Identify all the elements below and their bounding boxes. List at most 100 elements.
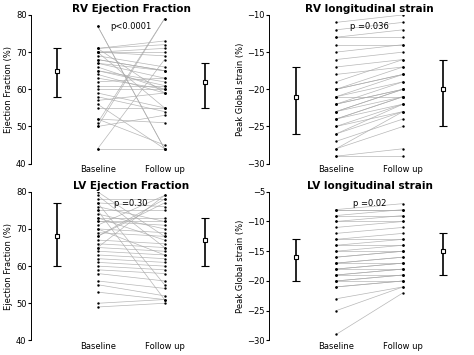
Point xyxy=(332,94,340,99)
Point xyxy=(161,200,168,206)
Point xyxy=(94,146,101,152)
Point xyxy=(399,213,407,218)
Point xyxy=(399,79,407,85)
Point xyxy=(332,57,340,62)
Point xyxy=(399,266,407,272)
Point xyxy=(161,252,168,258)
Point xyxy=(94,196,101,202)
Point xyxy=(399,87,407,92)
Point xyxy=(94,256,101,262)
Point xyxy=(399,79,407,85)
Point xyxy=(399,278,407,284)
Point xyxy=(332,49,340,55)
Point xyxy=(161,193,168,198)
Point xyxy=(399,42,407,48)
Point xyxy=(399,57,407,62)
Point xyxy=(399,87,407,92)
Point xyxy=(161,300,168,306)
Point xyxy=(332,332,340,337)
Point xyxy=(332,207,340,212)
Point xyxy=(94,57,101,62)
Point xyxy=(399,260,407,266)
Point xyxy=(399,219,407,224)
Point xyxy=(332,219,340,224)
Point xyxy=(332,124,340,129)
Point xyxy=(399,34,407,40)
Point xyxy=(94,72,101,77)
Point xyxy=(332,116,340,122)
Point xyxy=(399,213,407,218)
Point xyxy=(332,248,340,254)
Point xyxy=(332,27,340,33)
Point xyxy=(332,296,340,302)
Point xyxy=(332,308,340,313)
Point xyxy=(332,116,340,122)
Point xyxy=(399,219,407,224)
Point xyxy=(332,260,340,266)
Point xyxy=(332,72,340,77)
Point xyxy=(332,124,340,129)
Point xyxy=(94,241,101,247)
Point xyxy=(94,45,101,51)
Point xyxy=(399,284,407,290)
Point xyxy=(332,242,340,248)
Point xyxy=(94,90,101,96)
Y-axis label: Peak Global strain (%): Peak Global strain (%) xyxy=(236,43,245,136)
Point xyxy=(399,248,407,254)
Point xyxy=(161,215,168,220)
Point xyxy=(94,222,101,228)
Point xyxy=(94,237,101,243)
Point xyxy=(332,219,340,224)
Point xyxy=(94,289,101,295)
Point xyxy=(399,225,407,230)
Point xyxy=(161,83,168,88)
Point xyxy=(161,204,168,209)
Point xyxy=(399,248,407,254)
Point xyxy=(399,207,407,212)
Point xyxy=(94,75,101,81)
Point xyxy=(94,60,101,66)
Point xyxy=(161,42,168,48)
Point xyxy=(399,12,407,18)
Point xyxy=(94,245,101,250)
Point xyxy=(94,193,101,198)
Point xyxy=(399,116,407,122)
Point xyxy=(332,20,340,25)
Point xyxy=(332,272,340,278)
Point xyxy=(332,213,340,218)
Point xyxy=(332,146,340,152)
Point xyxy=(399,242,407,248)
Point xyxy=(161,285,168,291)
Point xyxy=(332,266,340,272)
Point xyxy=(399,64,407,70)
Point xyxy=(399,278,407,284)
Point xyxy=(161,38,168,44)
Point xyxy=(94,79,101,85)
Point xyxy=(399,272,407,278)
Point xyxy=(332,34,340,40)
Point xyxy=(161,68,168,73)
Point xyxy=(332,116,340,122)
Point xyxy=(161,87,168,92)
Point xyxy=(94,300,101,306)
Point xyxy=(161,196,168,202)
Point xyxy=(94,278,101,284)
Point xyxy=(94,230,101,235)
Point xyxy=(94,23,101,29)
Point xyxy=(332,101,340,107)
Point xyxy=(332,213,340,218)
Point xyxy=(161,146,168,152)
Point xyxy=(94,49,101,55)
Point xyxy=(94,234,101,239)
Text: p =0.30: p =0.30 xyxy=(114,199,148,208)
Point xyxy=(161,282,168,288)
Point xyxy=(332,260,340,266)
Point xyxy=(161,207,168,213)
Point xyxy=(161,90,168,96)
Point xyxy=(332,254,340,260)
Point xyxy=(332,64,340,70)
Point xyxy=(399,230,407,236)
Point xyxy=(94,87,101,92)
Text: p =0.02: p =0.02 xyxy=(353,199,386,208)
Point xyxy=(161,248,168,254)
